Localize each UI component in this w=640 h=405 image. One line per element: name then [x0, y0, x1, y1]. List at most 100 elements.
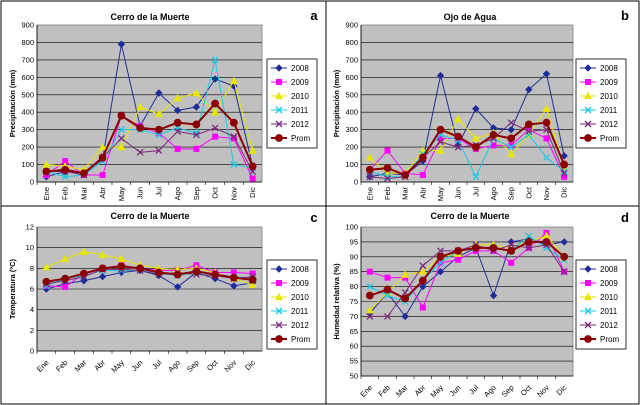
marker-Prom-8	[192, 267, 201, 276]
marker-2012-8	[507, 241, 515, 249]
marker-Prom-3	[418, 153, 427, 162]
marker-2008-2	[80, 277, 88, 285]
marker-2008-9	[211, 75, 219, 83]
marker-2008-10	[230, 282, 238, 290]
x-tick-label: Ago	[173, 187, 182, 200]
marker-2009-3	[419, 304, 426, 311]
marker-legend-2	[583, 91, 593, 100]
marker-Prom-3	[98, 264, 107, 273]
marker-Prom-8	[192, 120, 201, 129]
marker-legend-3	[584, 307, 592, 315]
y-tick-label: 8	[30, 264, 34, 273]
legend-label: 2010	[600, 293, 618, 302]
marker-Prom-4	[436, 125, 445, 134]
legend-label: Prom	[600, 335, 619, 344]
legend-label: 2008	[600, 265, 618, 274]
marker-2009-3	[419, 172, 426, 179]
marker-2012-5	[136, 148, 144, 156]
y-tick-label: 900	[21, 21, 34, 30]
y-tick-label: 95	[350, 237, 358, 246]
x-tick-label: Oct	[211, 186, 220, 199]
marker-Prom-7	[489, 243, 498, 252]
marker-2009-0	[366, 268, 373, 275]
legend-label: 2010	[600, 92, 618, 101]
marker-2010-0	[365, 153, 374, 161]
marker-legend-0	[275, 265, 283, 273]
x-tick-label: Sep	[192, 187, 201, 200]
y-tick-label: 55	[350, 357, 358, 366]
marker-2011-10	[543, 154, 550, 162]
marker-2010-2	[401, 270, 410, 278]
marker-Prom-11	[248, 275, 257, 284]
legend-label: Prom	[291, 335, 310, 344]
y-tick-label: 400	[21, 108, 34, 117]
y-tick-label: 6	[30, 285, 34, 294]
marker-2009-7	[490, 142, 497, 149]
y-tick-label: 70	[350, 312, 358, 321]
marker-Prom-5	[454, 246, 463, 255]
x-tick-label: Nov	[229, 187, 238, 201]
y-tick-label: 200	[21, 143, 34, 152]
marker-legend-0	[584, 265, 592, 273]
marker-Prom-9	[211, 99, 220, 108]
marker-2012-1	[384, 312, 391, 320]
x-tick-label: Abr	[418, 186, 427, 198]
x-tick-label: Dic	[560, 187, 569, 198]
y-tick-label: 100	[345, 223, 358, 232]
legend-label: 2008	[291, 265, 309, 274]
marker-Prom-1	[383, 164, 392, 172]
legend: 2008 2009 2010 2011 2012 Prom	[266, 259, 318, 350]
marker-2008-8	[507, 125, 515, 134]
y-tick-label: 85	[350, 267, 358, 276]
panel-letter: d	[621, 210, 629, 225]
legend-label: 2011	[600, 106, 618, 115]
marker-Prom-2	[79, 169, 88, 178]
marker-2008-4	[117, 40, 126, 48]
panel-letter: c	[310, 210, 317, 225]
marker-2012-4	[437, 138, 444, 146]
x-tick-label: May	[436, 187, 445, 201]
legend-label: 2009	[600, 78, 618, 87]
marker-2008-7	[489, 291, 498, 300]
marker-Prom-10	[229, 273, 238, 282]
marker-2008-9	[525, 85, 533, 94]
x-tick-label: Sep	[507, 187, 516, 200]
x-tick-label: Jun	[136, 187, 145, 199]
marker-2011-10	[543, 244, 550, 252]
marker-legend-2	[274, 91, 284, 100]
marker-Prom-4	[436, 252, 445, 261]
legend-label: 2009	[291, 279, 309, 288]
marker-legend-1	[585, 280, 591, 286]
y-tick-label: 300	[345, 125, 358, 134]
marker-Prom-6	[154, 125, 163, 134]
chart-panel-b: 0 100 200 300 400 500 600 700 800 900 Ene Feb Mar Abr…	[332, 8, 629, 201]
marker-2008-10	[542, 70, 551, 78]
marker-2010-3	[418, 267, 427, 275]
marker-2012-11	[560, 169, 568, 177]
y-tick-label: 800	[21, 38, 34, 47]
marker-2012-8	[507, 119, 515, 127]
marker-Prom-7	[173, 270, 182, 279]
marker-2011-1	[61, 173, 69, 181]
marker-2010-3	[98, 250, 107, 258]
x-tick-label: Mar	[79, 187, 88, 200]
legend: 2008 2009 2010 2011 2012 Prom	[266, 58, 318, 149]
marker-2010-4	[117, 142, 126, 151]
x-tick-label: Abr	[98, 186, 107, 198]
marker-2010-8	[192, 88, 201, 97]
marker-2009-3	[99, 172, 106, 179]
marker-legend-4	[584, 321, 592, 329]
legend-label: Prom	[291, 134, 310, 143]
marker-Prom-0	[42, 277, 51, 286]
marker-2011-8	[192, 129, 200, 137]
marker-Prom-11	[560, 252, 569, 261]
y-tick-label: 100	[21, 160, 34, 169]
marker-2010-7	[173, 94, 182, 102]
marker-2009-10	[543, 135, 550, 142]
y-tick-label: 300	[21, 125, 34, 134]
marker-legend-4	[584, 120, 592, 128]
marker-Prom-3	[98, 153, 107, 162]
marker-2012-4	[117, 134, 125, 142]
panel-letter: a	[310, 8, 318, 23]
x-tick-label: Jun	[454, 187, 463, 199]
